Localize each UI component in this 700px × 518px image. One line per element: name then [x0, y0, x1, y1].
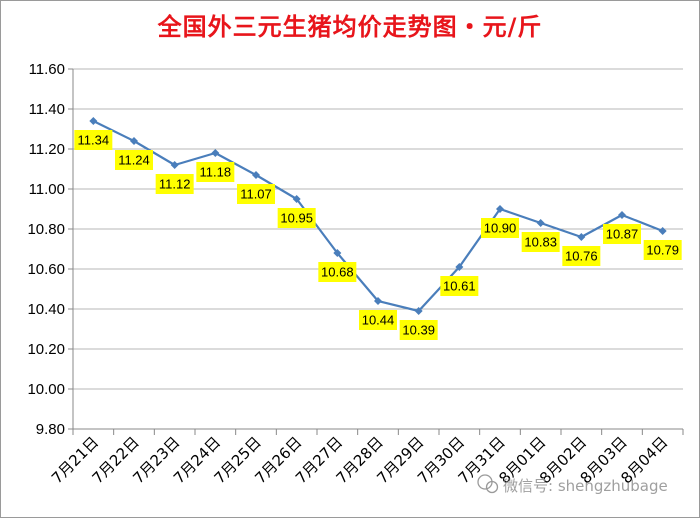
data-point	[170, 161, 179, 169]
data-point	[211, 149, 220, 157]
y-tick-label: 11.60	[29, 61, 65, 78]
data-label: 10.76	[565, 249, 598, 264]
data-label: 10.44	[362, 313, 395, 328]
y-tick-label: 11.40	[29, 101, 65, 118]
data-label: 11.24	[118, 153, 150, 168]
data-label: 10.83	[524, 235, 557, 250]
data-point	[333, 249, 342, 257]
data-point	[536, 219, 545, 227]
data-label: 10.87	[606, 227, 639, 242]
data-label-box	[237, 184, 275, 204]
data-point	[455, 263, 464, 271]
y-tick-label: 10.80	[27, 221, 65, 238]
data-label: 11.12	[159, 177, 191, 192]
data-label-box	[277, 208, 316, 228]
data-point	[496, 205, 504, 213]
data-label: 11.34	[78, 133, 110, 148]
wechat-icon-bubble	[485, 480, 499, 494]
data-label-box	[74, 130, 113, 150]
data-label-box	[643, 240, 682, 260]
data-point	[414, 307, 423, 315]
data-label: 10.79	[646, 243, 679, 258]
data-point	[658, 227, 667, 235]
y-tick-label: 10.60	[27, 261, 65, 278]
data-label-box	[318, 262, 357, 282]
y-tick-label: 11.20	[29, 141, 65, 158]
data-label-box	[399, 320, 438, 340]
data-label-box	[603, 224, 641, 244]
data-label: 11.07	[240, 187, 272, 202]
y-tick-label: 10.40	[27, 301, 65, 318]
data-label-box	[481, 218, 519, 238]
data-label-box	[196, 162, 235, 182]
data-point	[374, 297, 382, 305]
y-tick-label: 9.80	[36, 421, 65, 438]
data-label: 10.61	[443, 279, 476, 294]
data-label: 10.39	[402, 323, 435, 338]
data-label-box	[562, 246, 601, 266]
data-label: 11.18	[200, 165, 232, 180]
data-point	[130, 137, 138, 145]
data-label: 10.68	[321, 265, 354, 280]
y-tick-label: 10.00	[27, 381, 65, 398]
data-point	[252, 171, 260, 179]
data-label-box	[115, 150, 153, 170]
data-point	[292, 195, 301, 203]
data-label-box	[155, 174, 194, 194]
data-point	[89, 117, 98, 125]
data-label: 10.90	[484, 221, 517, 236]
data-label-box	[440, 276, 479, 296]
data-label: 10.95	[280, 211, 313, 226]
chart-title: 全国外三元生猪均价走势图・元/斤	[157, 13, 543, 41]
data-label-box	[521, 232, 560, 252]
data-point	[577, 233, 586, 241]
watermark-text: 微信号: shengzhubage	[503, 477, 668, 495]
y-tick-label: 10.20	[27, 341, 65, 358]
y-tick-label: 11.00	[29, 181, 65, 198]
data-point	[618, 211, 626, 219]
data-label-box	[359, 310, 397, 330]
